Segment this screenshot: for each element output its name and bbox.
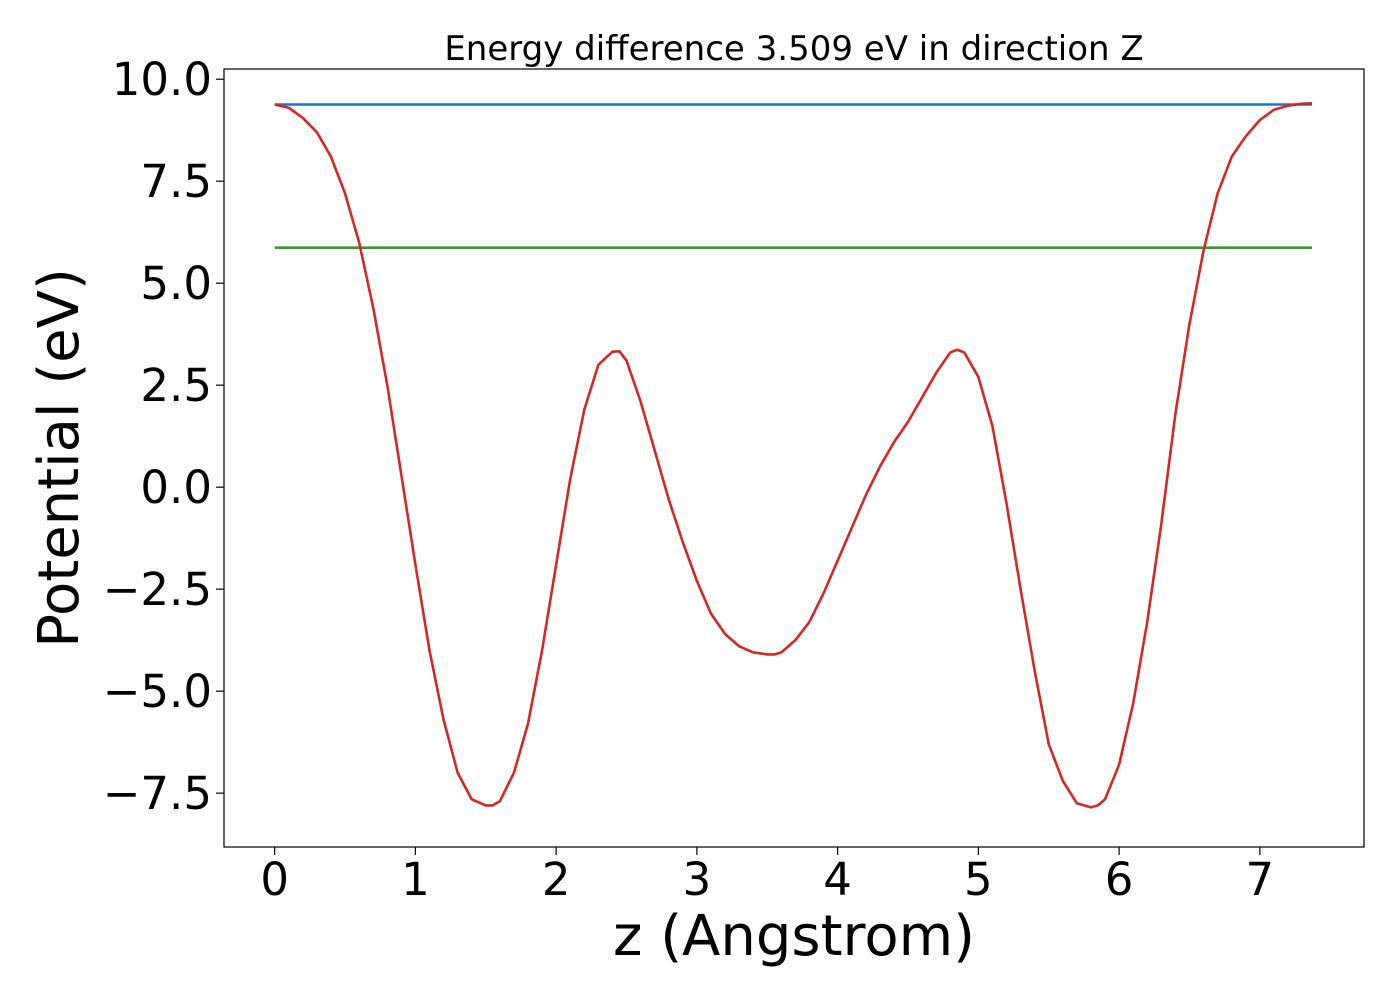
y-axis-label: Potential (eV) bbox=[27, 268, 92, 648]
y-tick-label: −7.5 bbox=[103, 767, 212, 820]
y-tick-label: 5.0 bbox=[140, 257, 212, 310]
x-tick-label: 0 bbox=[260, 853, 289, 906]
chart-title: Energy difference 3.509 eV in direction … bbox=[444, 29, 1143, 69]
x-tick-label: 5 bbox=[964, 853, 993, 906]
series-layer bbox=[274, 101, 1312, 809]
x-axis-label: z (Angstrom) bbox=[613, 904, 975, 969]
x-tick-label: 3 bbox=[683, 853, 712, 906]
y-tick-label: 2.5 bbox=[140, 359, 212, 412]
x-tick-label: 1 bbox=[401, 853, 430, 906]
x-tick-label: 6 bbox=[1105, 853, 1134, 906]
plot-frame bbox=[223, 68, 1365, 848]
y-tick-label: −5.0 bbox=[103, 665, 212, 718]
y-axis-ticks: 10.0 7.5 5.0 2.5 0.0 −2.5 −5.0 −7.5 bbox=[103, 53, 224, 820]
x-axis-ticks: 0 1 2 3 4 5 6 7 bbox=[260, 847, 1274, 906]
x-tick-label: 4 bbox=[823, 853, 852, 906]
x-tick-label: 7 bbox=[1246, 853, 1275, 906]
series-line-potential bbox=[274, 101, 1312, 809]
y-tick-label: −2.5 bbox=[103, 563, 212, 616]
y-tick-label: 7.5 bbox=[140, 155, 212, 208]
y-tick-label: 10.0 bbox=[112, 53, 212, 106]
y-tick-label: 0.0 bbox=[140, 461, 212, 514]
x-tick-label: 2 bbox=[542, 853, 571, 906]
